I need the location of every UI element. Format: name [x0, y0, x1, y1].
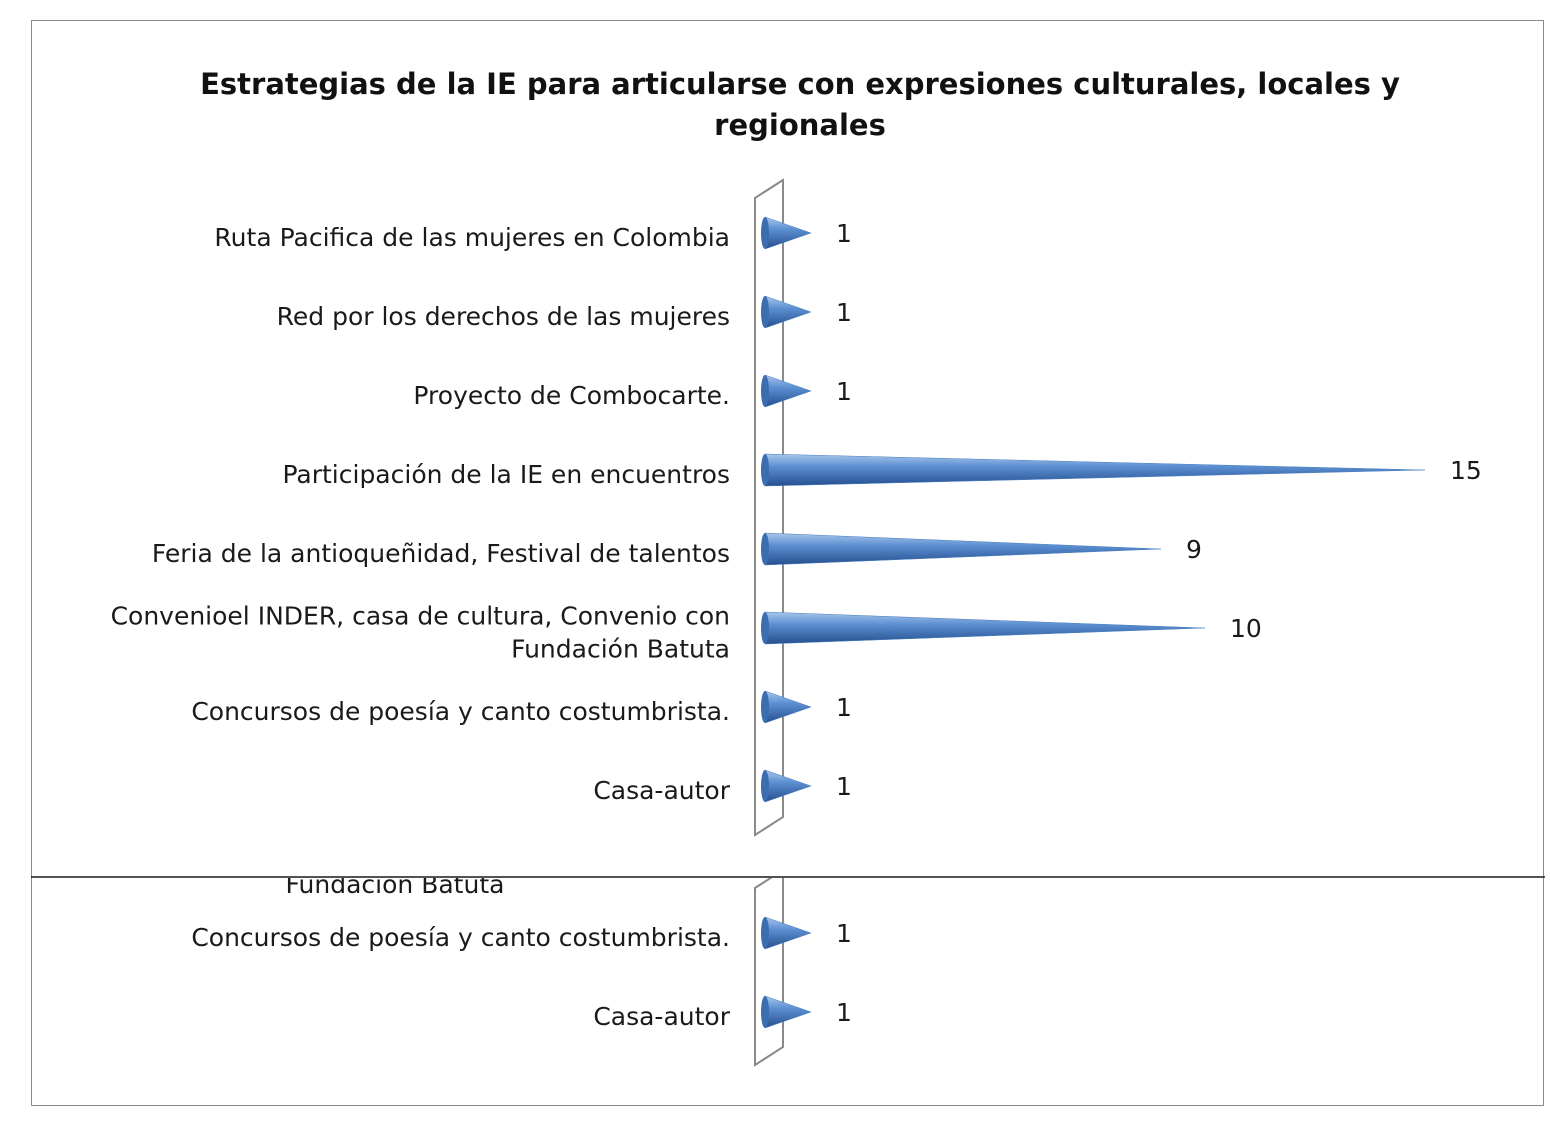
bar-cone [761, 611, 1206, 645]
category-label: Red por los derechos de las mujeres [277, 302, 730, 331]
fragment-axis-wall [754, 878, 784, 1067]
bar-cone [761, 995, 812, 1029]
overlap-fragment: Fundación Batuta Concursos de poesía y ca… [191, 870, 852, 1067]
value-label: 1 [836, 219, 852, 248]
category-label: Casa-autor [593, 1002, 730, 1031]
value-label: 1 [836, 772, 852, 801]
bar-cone [761, 532, 1162, 566]
value-label: 10 [1230, 614, 1262, 643]
category-label: Concursos de poesía y canto costumbrista… [191, 697, 730, 726]
category-label: Convenioel INDER, casa de cultura, Conve… [111, 602, 730, 631]
bar-cone [761, 916, 812, 950]
bar-cone [761, 295, 812, 329]
bar-cone [761, 374, 812, 408]
category-label: Ruta Pacifica de las mujeres en Colombia [214, 223, 730, 252]
value-label: 15 [1450, 456, 1482, 485]
bar-cone [761, 216, 812, 250]
value-label: 9 [1186, 535, 1202, 564]
category-label: Concursos de poesía y canto costumbrista… [191, 923, 730, 952]
category-label: Casa-autor [593, 776, 730, 805]
value-label: 1 [836, 919, 852, 948]
value-label: 1 [836, 298, 852, 327]
value-label: 1 [836, 693, 852, 722]
category-axis-wall [754, 178, 784, 837]
value-label: 1 [836, 377, 852, 406]
chart-title: Estrategias de la IE para articularse co… [200, 67, 1400, 142]
category-label: Proyecto de Combocarte. [413, 381, 730, 410]
bar-cone [761, 453, 1426, 487]
bar-cone [761, 769, 812, 803]
category-label: Participación de la IE en encuentros [282, 460, 730, 489]
value-label: 1 [836, 998, 852, 1027]
bar-cone [761, 690, 812, 724]
chart-frame [31, 20, 1544, 1106]
partial-category-label: Fundación Batuta [286, 870, 505, 899]
category-label: Feria de la antioqueñidad, Festival de t… [152, 539, 730, 568]
category-label: Fundación Batuta [511, 635, 730, 664]
